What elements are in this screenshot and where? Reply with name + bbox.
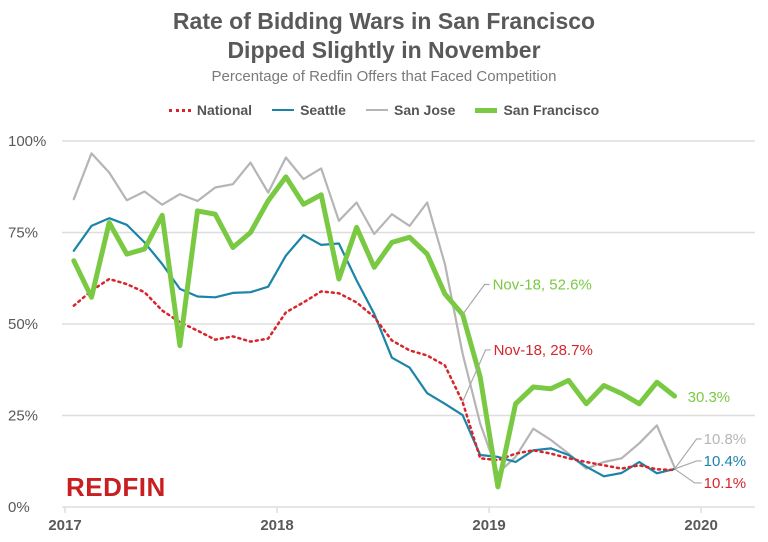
legend: National Seattle San Jose San Francisco [0, 102, 768, 118]
redfin-logo: REDFIN [66, 472, 166, 503]
legend-label: National [196, 102, 253, 118]
y-tick-label: 25% [8, 408, 38, 425]
y-tick-label: 75% [8, 225, 38, 242]
series-line-seattle [72, 217, 676, 478]
legend-item-san-jose: San Jose [365, 102, 456, 118]
legend-swatch-seattle [272, 109, 295, 111]
end-label-san-francisco: 30.3% [688, 389, 731, 406]
annotation-leader [674, 438, 702, 470]
annotation-leader [462, 349, 491, 403]
legend-label: Seattle [300, 102, 346, 118]
legend-label: San Francisco [503, 102, 600, 118]
annotation-leader [674, 460, 702, 470]
y-tick-label: 50% [8, 316, 38, 333]
end-label-national: 10.1% [704, 475, 747, 492]
annotation-national-nov18: Nov-18, 28.7% [494, 342, 593, 359]
x-tick-label: 2018 [260, 517, 293, 534]
chart-subtitle: Percentage of Redfin Offers that Faced C… [211, 68, 557, 85]
annotation-sf-nov18: Nov-18, 52.6% [493, 276, 592, 293]
end-label-san-jose: 10.8% [704, 431, 747, 448]
x-tick-label: 2020 [684, 517, 717, 534]
chart-title-line2: Dipped Slightly in November [227, 37, 541, 63]
legend-item-national: National [168, 102, 253, 118]
logo-text: REDFIN [66, 472, 166, 502]
x-tick-label: 2017 [48, 517, 81, 534]
y-tick-label: 0% [8, 499, 30, 516]
x-tick-label: 2019 [472, 517, 505, 534]
annotation-leader [462, 283, 490, 315]
legend-swatch-san-francisco [475, 107, 498, 113]
end-label-seattle: 10.4% [704, 453, 747, 470]
annotation-leader [674, 468, 702, 484]
legend-swatch-san-jose [365, 109, 388, 111]
legend-label: San Jose [393, 102, 456, 118]
chart-title-line1: Rate of Bidding Wars in San Francisco [172, 8, 596, 34]
y-tick-label: 100% [8, 133, 46, 150]
series-line-national [72, 277, 676, 472]
legend-item-san-francisco: San Francisco [475, 102, 599, 118]
legend-swatch-national [168, 108, 191, 112]
legend-item-seattle: Seattle [272, 102, 346, 118]
series-line-san-francisco [71, 174, 678, 490]
